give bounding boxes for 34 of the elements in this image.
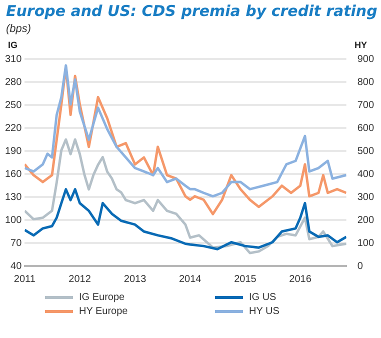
x-tick-label: 2011: [14, 274, 36, 285]
y-tick-label: 220: [4, 122, 22, 134]
y-tick-label: 280: [4, 76, 22, 88]
x-tick-label: 2012: [68, 274, 92, 285]
legend-label: HY US: [248, 306, 280, 317]
y2-tick-label: 800: [357, 76, 374, 88]
x-tick-label: 2016: [289, 274, 312, 285]
y2-tick-label: 500: [357, 146, 374, 157]
y-tick-label: 310: [4, 54, 22, 65]
y2-tick-label: 100: [357, 238, 374, 249]
y2-tick-label: 300: [357, 192, 374, 203]
y2-axis-title: HY: [354, 40, 367, 50]
legend-label: IG Europe: [78, 292, 126, 303]
x-tick-label: 2014: [178, 274, 202, 285]
chart-title: Europe and US: CDS premia by credit rating: [6, 2, 378, 20]
x-tick-label: 2013: [124, 274, 147, 285]
y-axis-title: IG: [8, 40, 18, 50]
y2-tick-label: 900: [357, 54, 374, 65]
y2-tick-label: 0: [357, 260, 364, 272]
y-tick-label: 130: [4, 192, 22, 203]
y-tick-label: 250: [4, 100, 22, 111]
y-tick-label: 40: [10, 260, 22, 272]
legend-label: IG US: [248, 292, 278, 303]
y2-tick-label: 400: [357, 168, 374, 180]
y-tick-label: 190: [4, 146, 22, 157]
legend-label: HY Europe: [78, 306, 129, 317]
y2-tick-label: 700: [357, 100, 374, 111]
chart-subtitle: (bps): [6, 23, 32, 35]
y2-tick-label: 600: [357, 122, 374, 134]
y-tick-label: 70: [10, 238, 22, 249]
x-tick-label: 2015: [234, 274, 257, 285]
y-tick-label: 100: [4, 214, 22, 226]
y-tick-label: 160: [4, 168, 22, 180]
y2-tick-label: 200: [357, 214, 374, 226]
